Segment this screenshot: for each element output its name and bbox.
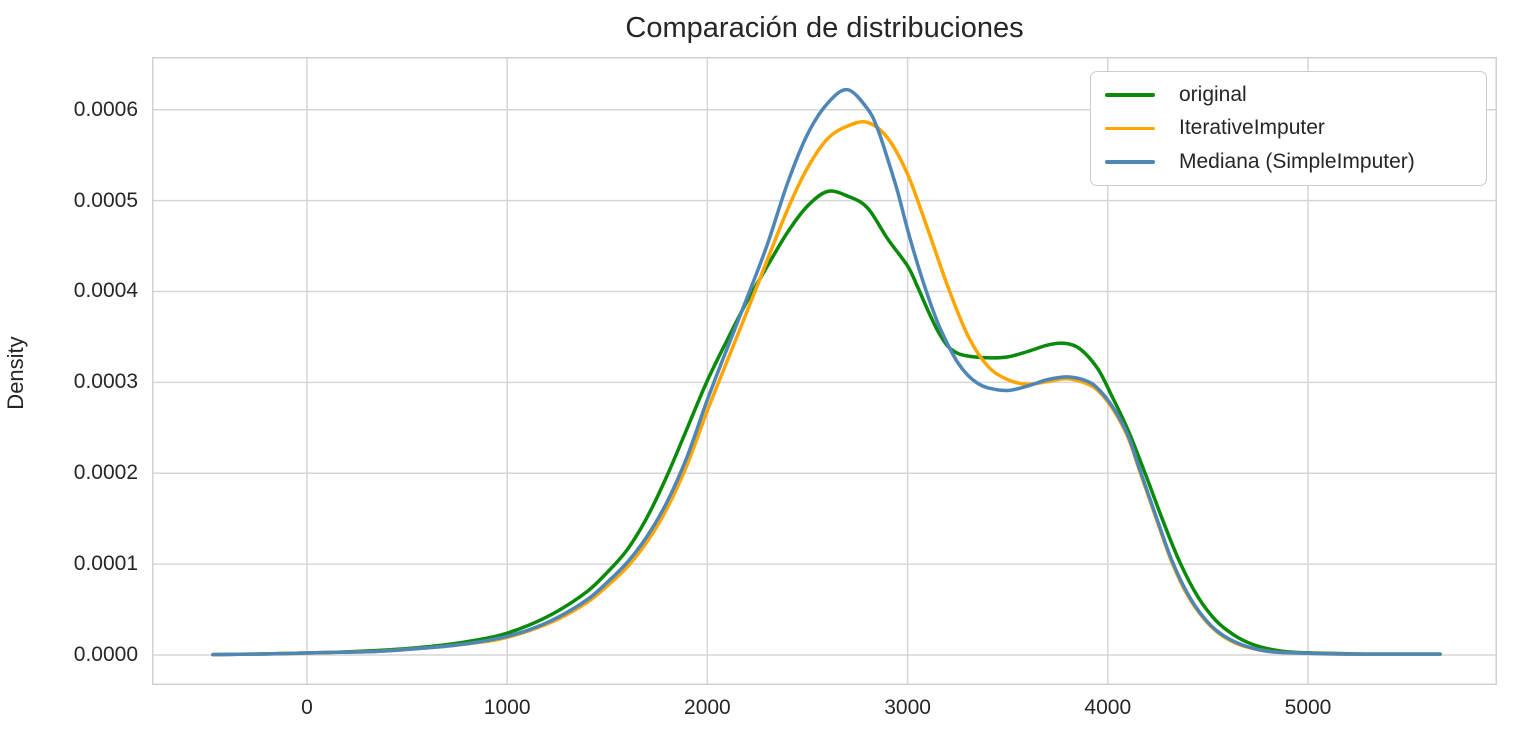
y-tick-label: 0.0006 <box>73 97 138 121</box>
chart-title: Comparación de distribuciones <box>625 12 1024 44</box>
y-tick-label: 0.0001 <box>73 552 138 576</box>
y-tick-label: 0.0005 <box>73 188 138 212</box>
y-tick-label: 0.0004 <box>73 279 138 303</box>
series-line-mediana-simpleimputer <box>211 87 1442 657</box>
y-tick-label: 0.0000 <box>73 643 138 666</box>
y-axis-label: Density <box>3 336 28 410</box>
chart-svg <box>152 57 1497 685</box>
mediana-simple-imputer-line-swatch <box>1105 160 1155 164</box>
series-line-iterativeimputer <box>211 120 1442 657</box>
legend: original IterativeImputer Mediana (Simpl… <box>1090 71 1487 186</box>
series-line-original <box>211 189 1442 657</box>
iterative-imputer-line-swatch <box>1105 126 1155 131</box>
legend-item-mediana-simple-imputer: Mediana (SimpleImputer) <box>1091 150 1486 174</box>
y-tick-label: 0.0002 <box>73 461 138 485</box>
legend-label: original <box>1179 82 1247 106</box>
x-tick-label: 5000 <box>1284 696 1332 719</box>
axes-border <box>152 57 1497 685</box>
x-tick-label: 0 <box>301 696 313 719</box>
legend-item-iterative-imputer: IterativeImputer <box>1091 116 1486 140</box>
x-tick-label: 4000 <box>1084 696 1132 719</box>
x-tick-label: 2000 <box>684 696 731 719</box>
x-tick-label: 3000 <box>884 696 931 719</box>
legend-label: IterativeImputer <box>1179 116 1325 140</box>
legend-item-original: original <box>1091 83 1486 107</box>
x-tick-label: 1000 <box>483 696 531 719</box>
original-line-swatch <box>1105 93 1155 97</box>
legend-label: Mediana (SimpleImputer) <box>1179 150 1415 174</box>
y-tick-label: 0.0003 <box>73 370 138 394</box>
